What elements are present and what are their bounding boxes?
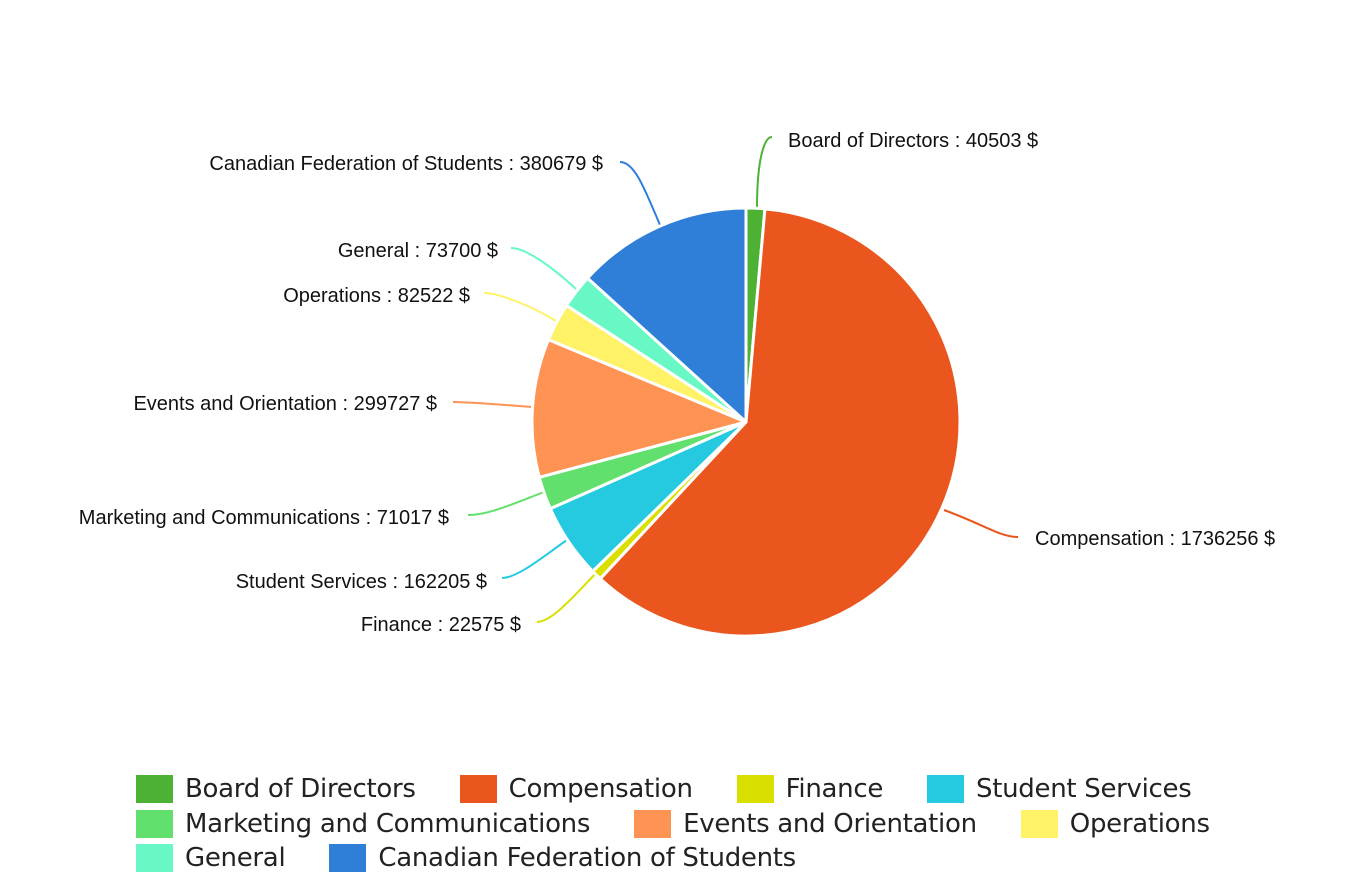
slice-label-events-and-orientation: Events and Orientation : 299727 $ bbox=[133, 393, 437, 415]
legend-item-events-and-orientation[interactable]: Events and Orientation bbox=[634, 807, 977, 842]
slice-label-board-of-directors: Board of Directors : 40503 $ bbox=[788, 130, 1038, 152]
connector-line bbox=[452, 401, 533, 408]
legend-swatch bbox=[136, 844, 173, 873]
legend-swatch bbox=[927, 775, 965, 804]
connector-line bbox=[943, 509, 1019, 538]
pie-slice-canadian-federation-of-students[interactable] bbox=[586, 206, 748, 424]
pie-slice-events-and-orientation[interactable] bbox=[530, 338, 748, 479]
legend-item-general[interactable]: General bbox=[136, 841, 286, 876]
legend-item-compensation[interactable]: Compensation bbox=[459, 772, 693, 807]
legend-item-canadian-federation-of-students[interactable]: Canadian Federation of Students bbox=[329, 841, 796, 876]
legend-label: Marketing and Communications bbox=[185, 808, 591, 839]
connector-line bbox=[619, 161, 661, 226]
slice-label-canadian-federation-of-students: Canadian Federation of Students : 380679… bbox=[209, 153, 603, 175]
slice-label-finance: Finance : 22575 $ bbox=[361, 614, 521, 636]
label-connectors bbox=[452, 136, 1019, 623]
connector-line bbox=[483, 292, 557, 322]
legend-item-marketing-and-communications[interactable]: Marketing and Communications bbox=[136, 807, 590, 842]
legend-swatch bbox=[736, 775, 774, 804]
legend-label: Student Services bbox=[976, 774, 1192, 804]
legend-item-finance[interactable]: Finance bbox=[736, 772, 884, 807]
legend-item-student-services[interactable]: Student Services bbox=[927, 772, 1192, 807]
legend-label: Compensation bbox=[508, 774, 693, 804]
connector-line bbox=[501, 539, 568, 579]
pie-slice-compensation[interactable] bbox=[598, 207, 962, 638]
chart-legend: Board of Directors Compensation Finance … bbox=[136, 772, 1276, 876]
legend-swatch bbox=[459, 775, 497, 804]
slice-labels: Board of Directors : 40503 $ Compensation… bbox=[79, 130, 1275, 636]
pie-slices bbox=[530, 206, 962, 638]
slice-label-operations: Operations : 82522 $ bbox=[283, 285, 470, 307]
legend-swatch bbox=[329, 844, 367, 873]
legend-swatch bbox=[1020, 809, 1058, 838]
legend-swatch bbox=[634, 809, 672, 838]
legend-label: Canadian Federation of Students bbox=[378, 843, 796, 873]
connector-line bbox=[510, 247, 577, 290]
slice-label-marketing-and-communications: Marketing and Communications : 71017 $ bbox=[79, 507, 449, 529]
legend-row-3: General Canadian Federation of Students bbox=[136, 841, 1276, 876]
slice-label-general: General : 73700 $ bbox=[338, 240, 498, 262]
legend-swatch bbox=[136, 809, 173, 838]
slice-label-compensation: Compensation : 1736256 $ bbox=[1035, 528, 1275, 550]
legend-label: Events and Orientation bbox=[683, 808, 977, 839]
legend-row-2: Marketing and Communications Events and … bbox=[136, 807, 1276, 842]
connector-line bbox=[756, 136, 773, 209]
legend-label: General bbox=[185, 843, 286, 873]
slice-label-student-services: Student Services : 162205 $ bbox=[236, 571, 487, 593]
legend-label: Finance bbox=[785, 774, 884, 804]
connector-line bbox=[467, 491, 545, 516]
legend-item-operations[interactable]: Operations bbox=[1020, 807, 1210, 842]
legend-row-1: Board of Directors Compensation Finance … bbox=[136, 772, 1276, 807]
legend-item-board-of-directors[interactable]: Board of Directors bbox=[136, 772, 416, 807]
legend-label: Board of Directors bbox=[185, 774, 416, 804]
connector-line bbox=[536, 571, 598, 623]
legend-swatch bbox=[136, 775, 173, 804]
legend-label: Operations bbox=[1069, 808, 1210, 839]
